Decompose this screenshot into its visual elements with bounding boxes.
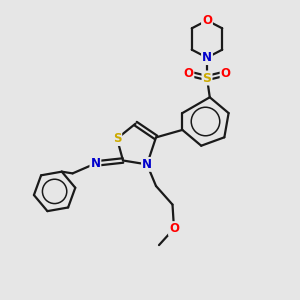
- Text: N: N: [202, 51, 212, 64]
- Text: N: N: [90, 157, 100, 170]
- Text: O: O: [169, 222, 179, 235]
- Text: N: N: [142, 158, 152, 171]
- Text: O: O: [183, 67, 194, 80]
- Text: S: S: [113, 132, 121, 145]
- Text: O: O: [202, 14, 212, 27]
- Text: O: O: [220, 67, 231, 80]
- Text: S: S: [202, 71, 211, 85]
